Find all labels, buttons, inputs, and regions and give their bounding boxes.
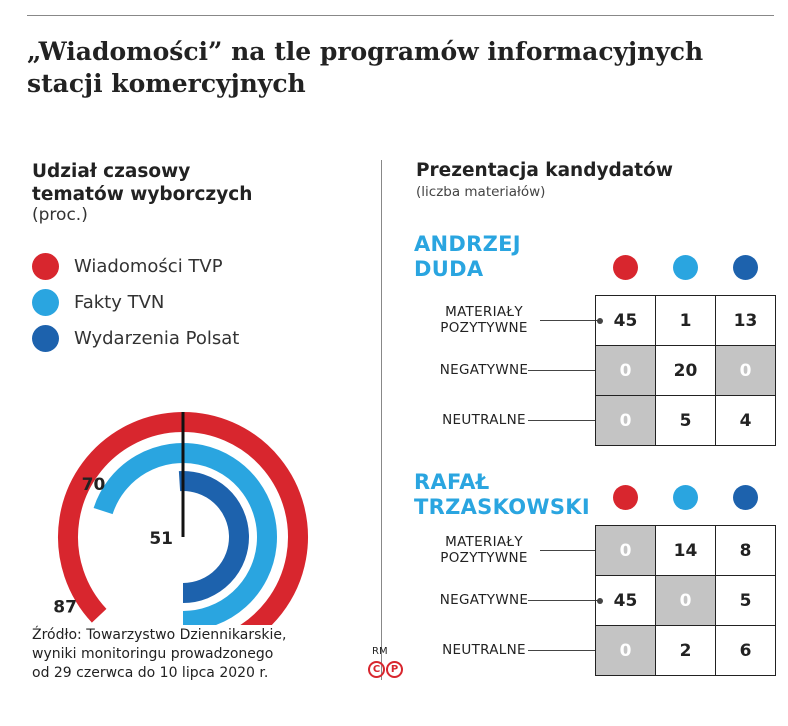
row-label-line1: MATERIAŁY [445,534,523,550]
table-cell: 13 [716,296,776,346]
column-dot-fakty [673,485,698,510]
leader-line [528,597,603,604]
row-label-line2: POZYTYWNE [440,320,528,336]
chart-legend: Wiadomości TVP Fakty TVN Wydarzenia Pols… [32,248,239,356]
table-cell: 0 [656,576,716,626]
leader-line [528,647,603,654]
table-cell: 0 [596,626,656,676]
source-line3: od 29 czerwca do 10 lipca 2020 r. [32,665,269,681]
table-cell: 6 [716,626,776,676]
row-label-line1: NEUTRALNE [442,412,526,428]
row-label: MATERIAŁY POZYTYWNE [414,534,554,566]
table-row: 0 20 0 [596,346,776,396]
legend-label-fakty: Fakty TVN [74,291,165,313]
table-cell: 45 [596,576,656,626]
table-cell: 0 [716,346,776,396]
leader-line [528,367,603,374]
legend-item-wiadomosci: Wiadomości TVP [32,248,239,284]
table-cell: 14 [656,526,716,576]
row-label-line1: NEGATYWNE [439,362,529,378]
source-note: Źródło: Towarzystwo Dziennikarskie, wyni… [32,626,286,683]
source-line1: Źródło: Towarzystwo Dziennikarskie, [32,627,287,643]
table-cell: 45 [596,296,656,346]
table-row: 45 1 13 [596,296,776,346]
table-cell: 8 [716,526,776,576]
table-cell: 0 [596,396,656,446]
copyright-logo: C P [368,661,403,678]
column-divider [381,160,382,680]
author-credit: RM [372,646,388,657]
radial-bar-chart: 87 70 51 [53,412,308,625]
row-label: NEGATYWNE [414,362,554,378]
legend-item-wydarzenia: Wydarzenia Polsat [32,320,239,356]
results-table-trzaskowski: 0 14 8 45 0 5 0 2 6 [595,525,776,676]
row-label-line1: NEGATYWNE [439,592,529,608]
row-label: NEGATYWNE [414,592,554,608]
legend-label-wiadomosci: Wiadomości TVP [74,255,223,277]
radial-label-wiadomosci: 87 [53,598,77,618]
table-cell: 20 [656,346,716,396]
results-table-duda: 45 1 13 0 20 0 0 5 4 [595,295,776,446]
candidate-name-line1: ANDRZEJ [414,232,521,256]
legend-dot-wydarzenia [32,324,59,352]
candidate-name-line2: TRZASKOWSKI [414,495,590,519]
table-row: 45 0 5 [596,576,776,626]
candidate-name-line1: RAFAŁ [414,470,490,494]
table-cell: 0 [596,526,656,576]
candidate-name-duda: ANDRZEJ DUDA [414,232,521,282]
table-cell: 5 [656,396,716,446]
table-cell: 0 [596,346,656,396]
legend-dot-fakty [32,288,59,316]
legend-dot-wiadomosci [32,252,59,280]
left-heading-line1: Udział czasowy [32,161,191,182]
leader-line [540,317,603,324]
page-title: „Wiadomości” na tle programów informacyj… [27,37,704,98]
leader-line [528,417,603,424]
row-label-line2: POZYTYWNE [440,550,528,566]
column-dot-wydarzenia [733,255,758,280]
column-dot-fakty [673,255,698,280]
leader-line [540,547,603,554]
left-subheading: (proc.) [32,205,88,225]
top-rule [27,15,774,16]
column-dot-wydarzenia [733,485,758,510]
table-cell: 4 [716,396,776,446]
copyright-icon: C [368,661,385,678]
row-label-line1: NEUTRALNE [442,642,526,658]
candidate-name-line2: DUDA [414,257,484,281]
column-dot-wiadomosci [613,485,638,510]
table-row: 0 14 8 [596,526,776,576]
left-heading-line2: tematów wyborczych [32,184,253,205]
column-dot-wiadomosci [613,255,638,280]
radial-label-wydarzenia: 51 [149,529,173,549]
left-heading: Udział czasowy tematów wyborczych [32,160,252,206]
legend-item-fakty: Fakty TVN [32,284,239,320]
right-heading: Prezentacja kandydatów [416,160,673,181]
radial-label-fakty: 70 [82,475,106,495]
table-cell: 1 [656,296,716,346]
phonogram-icon: P [386,661,403,678]
source-line2: wyniki monitoringu prowadzonego [32,646,274,662]
radial-bar-wiadomosci [58,412,308,625]
row-label: MATERIAŁY POZYTYWNE [414,304,554,336]
table-cell: 2 [656,626,716,676]
radial-bar-wydarzenia [178,471,249,603]
candidate-name-trzaskowski: RAFAŁ TRZASKOWSKI [414,470,590,520]
right-subheading: (liczba materiałów) [416,184,546,200]
row-label: NEUTRALNE [414,412,554,428]
table-cell: 5 [716,576,776,626]
row-label: NEUTRALNE [414,642,554,658]
row-label-line1: MATERIAŁY [445,304,523,320]
legend-label-wydarzenia: Wydarzenia Polsat [74,327,240,349]
radial-bar-fakty [93,443,277,625]
